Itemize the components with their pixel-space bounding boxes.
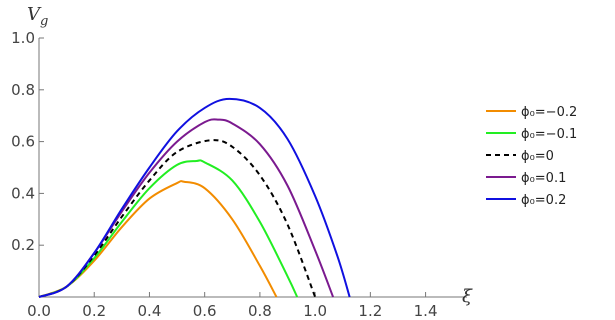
y-tick-label: 0.4 — [11, 184, 35, 202]
legend-label: ϕ₀=0 — [521, 149, 554, 164]
series-line-5 — [38, 97, 351, 298]
x-tick-label: 0.2 — [82, 302, 106, 320]
series-line-2 — [38, 159, 299, 298]
y-tick-label: 0.2 — [11, 236, 35, 254]
legend-label: ϕ₀=0.1 — [521, 171, 566, 186]
y-axis-title: Vg — [27, 4, 48, 29]
legend-label: ϕ₀=0.2 — [521, 193, 566, 208]
y-tick-label: 0.6 — [11, 133, 35, 151]
y-tick-label: 1.0 — [11, 29, 35, 47]
legend-label: ϕ₀=−0.2 — [521, 105, 577, 120]
ticks: 0.0 0.2 0.4 0.6 0.8 1.0 1.2 1.4 0.2 0.4 0.6 0.8 1.0 — [11, 29, 437, 320]
series-lines — [38, 97, 351, 298]
x-tick-label: 0.0 — [27, 302, 51, 320]
y-axis-title-main: V — [27, 4, 42, 25]
plot-area: 0.0 0.2 0.4 0.6 0.8 1.0 1.2 1.4 0.2 0.4 0.6 0.8 1.0 — [11, 29, 467, 320]
legend: ϕ₀=−0.2 ϕ₀=−0.1 ϕ₀=0 ϕ₀=0.1 ϕ₀=0.2 — [486, 105, 577, 208]
x-axis-title: ξ — [462, 286, 473, 307]
legend-label: ϕ₀=−0.1 — [521, 127, 577, 142]
x-tick-label: 0.6 — [193, 302, 217, 320]
series-line-1 — [38, 180, 278, 298]
x-tick-label: 0.4 — [138, 302, 162, 320]
x-tick-label: 1.2 — [358, 302, 382, 320]
y-tick-label: 0.8 — [11, 81, 35, 99]
x-tick-label: 1.0 — [303, 302, 327, 320]
x-tick-label: 0.8 — [248, 302, 272, 320]
x-tick-label: 1.4 — [414, 302, 438, 320]
y-axis-title-subscript: g — [40, 14, 48, 29]
